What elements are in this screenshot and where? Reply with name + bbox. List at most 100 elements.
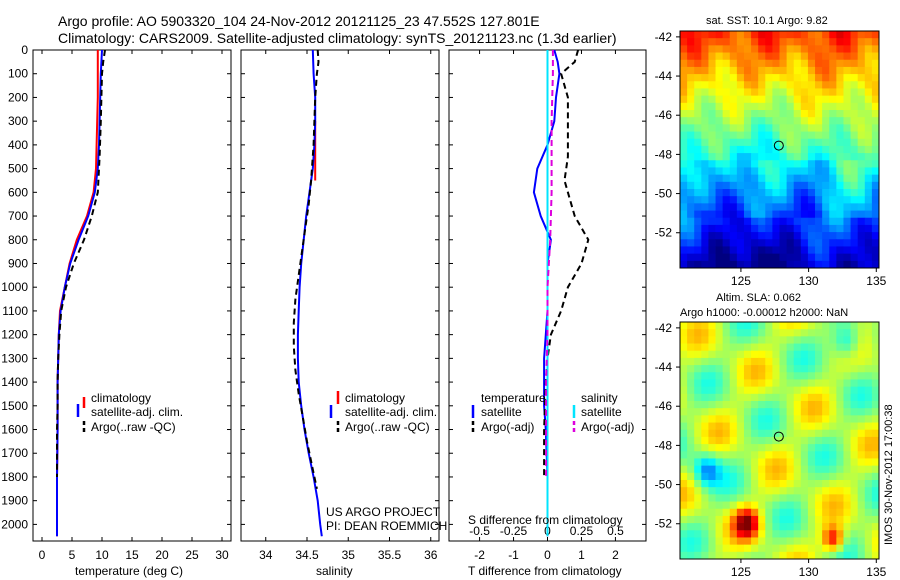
heatmap-cell: [850, 59, 859, 68]
heatmap-cell: [736, 329, 745, 337]
heatmap-cell: [829, 253, 837, 262]
heatmap-cell: [807, 537, 816, 546]
heatmap-cell: [871, 322, 880, 330]
heatmap-cell: [729, 31, 738, 39]
heatmap-cell: [786, 81, 795, 89]
heatmap-cell: [786, 260, 795, 269]
heatmap-cell: [715, 203, 724, 211]
heatmap-cell: [800, 523, 809, 531]
heatmap-cell: [836, 189, 844, 197]
heatmap-cell: [822, 372, 830, 380]
heatmap-cell: [772, 253, 780, 262]
heatmap-cell: [772, 74, 780, 82]
heatmap-cell: [843, 224, 851, 233]
heatmap-cell: [793, 153, 802, 161]
heatmap-cell: [843, 174, 851, 183]
heatmap-cell: [729, 422, 738, 431]
heatmap-cell: [807, 422, 816, 431]
heatmap-cell: [864, 131, 873, 140]
heatmap-cell: [843, 523, 851, 531]
heatmap-cell: [680, 429, 688, 438]
heatmap-cell: [786, 174, 795, 183]
project-annotation-line-1: US ARGO PROJECT: [326, 505, 441, 519]
heatmap-cell: [729, 343, 738, 352]
heatmap-cell: [694, 203, 702, 211]
heatmap-cell: [786, 124, 795, 132]
heatmap-cell: [857, 232, 866, 240]
heatmap-cell: [687, 379, 695, 388]
heatmap-cell: [850, 196, 859, 204]
heatmap-cell: [800, 336, 809, 344]
heatmap-cell: [786, 153, 795, 161]
heatmap-cell: [765, 401, 773, 409]
heatmap-cell: [836, 515, 844, 524]
heatmap-cell: [807, 329, 816, 337]
heatmap-cell: [715, 45, 724, 53]
heatmap-cell: [736, 530, 745, 538]
heatmap-cell: [793, 508, 802, 517]
heatmap-cell: [758, 530, 766, 538]
heatmap-cell: [786, 372, 795, 380]
heatmap-cell: [736, 401, 745, 409]
heatmap-cell: [871, 494, 880, 502]
difference-x-axis: -2 -1 0 1 2: [474, 50, 619, 562]
heatmap-cell: [779, 523, 788, 531]
heatmap-cell: [864, 451, 873, 459]
heatmap-cell: [751, 110, 759, 118]
heatmap-cell: [836, 436, 844, 445]
heatmap-cell: [701, 181, 709, 190]
heatmap-cell: [715, 59, 724, 68]
heatmap-cell: [680, 131, 688, 140]
depth-tick-label: 1600: [1, 423, 28, 437]
heatmap-cell: [687, 74, 695, 82]
heatmap-cell: [864, 372, 873, 380]
heatmap-cell: [864, 530, 873, 538]
heatmap-cell: [701, 153, 709, 161]
heatmap-cell: [701, 415, 709, 423]
map-y-tick-label: -50: [655, 478, 673, 492]
heatmap-cell: [765, 415, 773, 423]
legend-salinity-satellite-label: satellite: [581, 405, 622, 419]
heatmap-cell: [815, 131, 823, 140]
heatmap-cell: [793, 203, 802, 211]
heatmap-cell: [871, 59, 880, 68]
heatmap-cell: [736, 153, 745, 161]
heatmap-cell: [715, 530, 724, 538]
heatmap-cell: [680, 74, 688, 82]
heatmap-cell: [765, 138, 773, 147]
heatmap-cell: [843, 239, 851, 247]
heatmap-cell: [701, 232, 709, 240]
heatmap-cell: [694, 52, 702, 61]
heatmap-cell: [793, 74, 802, 82]
heatmap-cell: [743, 232, 752, 240]
heatmap-cell: [786, 110, 795, 118]
heatmap-cell: [736, 537, 745, 546]
salinity-xlabel: salinity: [316, 564, 353, 578]
heatmap-cell: [815, 88, 823, 97]
heatmap-cell: [736, 38, 745, 46]
heatmap-cell: [779, 224, 788, 233]
heatmap-cell: [822, 551, 830, 560]
heatmap-cell: [680, 480, 688, 488]
heatmap-cell: [743, 393, 752, 402]
heatmap-cell: [729, 88, 738, 97]
heatmap-cell: [680, 145, 688, 154]
heatmap-cell: [708, 472, 716, 481]
heatmap-cell: [736, 66, 745, 75]
heatmap-cell: [829, 551, 837, 560]
heatmap-cell: [765, 408, 773, 416]
heatmap-cell: [829, 537, 837, 546]
heatmap-cell: [836, 145, 844, 154]
heatmap-cell: [864, 217, 873, 226]
heatmap-cell: [715, 31, 724, 39]
heatmap-cell: [694, 88, 702, 97]
heatmap-cell: [687, 167, 695, 176]
heatmap-cell: [694, 444, 702, 452]
heatmap-cell: [743, 379, 752, 388]
heatmap-cell: [836, 224, 844, 233]
heatmap-cell: [864, 523, 873, 531]
heatmap-cell: [694, 480, 702, 488]
heatmap-cell: [836, 131, 844, 140]
heatmap-cell: [694, 350, 702, 359]
heatmap-cell: [843, 145, 851, 154]
